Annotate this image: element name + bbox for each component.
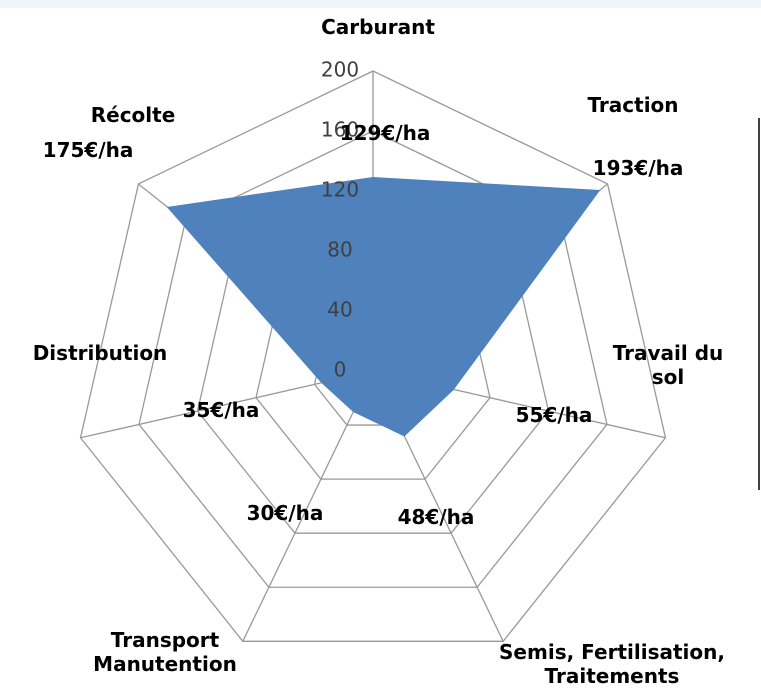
value-label: 30€/ha [246,501,324,525]
axis-label: Distribution [32,341,168,365]
axis-label: Récolte [90,103,176,127]
grid-ring [79,70,667,642]
spoke [242,370,374,642]
r-tick-label: 160 [321,118,359,142]
value-label: 55€/ha [515,403,593,427]
top-band [0,0,761,8]
r-tick-label: 40 [327,298,352,322]
value-label: 193€/ha [592,156,684,180]
axis-label: Transport Manutention [93,628,237,676]
r-tick-label: 200 [321,58,359,82]
axis-label: Semis, Fertilisation, Traitements [499,640,725,688]
r-tick-label: 120 [321,178,359,202]
value-label: 35€/ha [182,398,260,422]
r-tick-label: 0 [334,358,347,382]
value-label: 129€/ha [339,121,431,145]
r-tick-label: 80 [327,238,352,262]
grid-ring [138,130,608,588]
axis-label: Traction [587,93,679,117]
axis-label: Travail du sol [612,341,724,389]
axis-label: Carburant [321,15,435,39]
data-area [166,176,601,437]
value-label: 48€/ha [397,505,475,529]
value-label: 175€/ha [42,138,134,162]
